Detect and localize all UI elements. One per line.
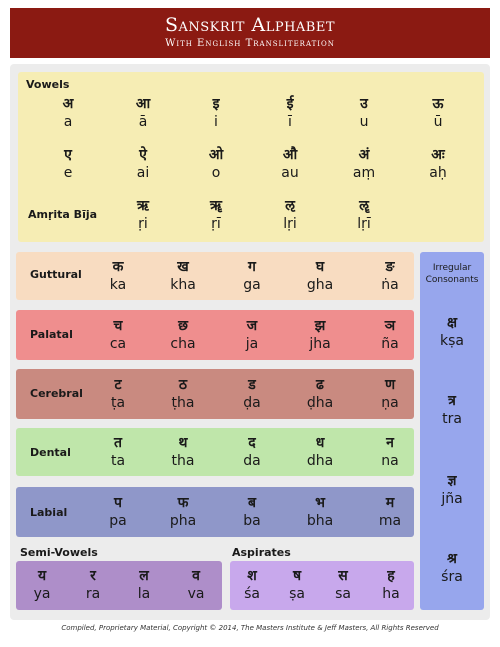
letter-cell: च ca	[109, 318, 127, 352]
page-header: Sanskrit Alphabet With English Translite…	[10, 8, 490, 58]
copyright-footer: Compiled, Proprietary Material, Copyrigh…	[61, 624, 439, 632]
guttural-row	[16, 252, 414, 300]
letter-cell: ज्ञ jña	[441, 473, 463, 507]
vowels-section	[18, 72, 484, 242]
semi-vowels-row	[16, 561, 222, 610]
labial-label: Labial	[30, 506, 68, 519]
letter-cell: ल la	[137, 568, 151, 602]
letter-cell: त्र tra	[442, 393, 462, 427]
letter-cell: ध dha	[306, 435, 334, 469]
letter-cell: छ cha	[170, 318, 196, 352]
letter-cell: ट ṭa	[110, 377, 126, 411]
letter-cell: थ tha	[171, 435, 195, 469]
letter-cell: ण ṇa	[381, 377, 399, 411]
letter-cell: श śa	[244, 568, 260, 602]
letter-cell: अं aṃ	[352, 147, 376, 181]
dental-label: Dental	[30, 446, 71, 459]
letter-cell: प pa	[109, 495, 127, 529]
palatal-label: Palatal	[30, 328, 73, 341]
letter-cell: अः aḥ	[429, 147, 447, 181]
letter-cell: क ka	[109, 259, 127, 293]
semi-vowels-label: Semi-Vowels	[20, 546, 98, 559]
vowels-label: Vowels	[26, 78, 70, 91]
letter-cell: ग ga	[243, 259, 261, 293]
cerebral-row	[16, 369, 414, 419]
letter-cell: झ jha	[309, 318, 331, 352]
letter-cell: ऋ ṛi	[137, 198, 149, 232]
letter-cell: न na	[381, 435, 399, 469]
letter-cell: ज ja	[245, 318, 259, 352]
letter-cell: ऐ ai	[136, 147, 150, 181]
letter-cell: ष ṣa	[289, 568, 305, 602]
letter-cell: घ gha	[306, 259, 334, 293]
page-subtitle: With English Transliteration	[165, 38, 335, 49]
letter-cell: य ya	[33, 568, 51, 602]
letter-cell: व va	[187, 568, 205, 602]
palatal-row	[16, 310, 414, 360]
aspirates-row	[230, 561, 414, 610]
letter-cell: ह ha	[382, 568, 400, 602]
letter-cell: औ au	[281, 147, 299, 181]
letter-cell: ड ḍa	[243, 377, 261, 411]
irregular-consonants-column	[420, 252, 484, 610]
letter-cell: ख kha	[170, 259, 196, 293]
letter-cell: ॠ ṛī	[210, 198, 222, 232]
cerebral-label: Cerebral	[30, 387, 83, 400]
letter-cell: म ma	[378, 495, 402, 529]
letter-cell: भ bha	[306, 495, 334, 529]
letter-cell: श्र śra	[441, 551, 463, 585]
letter-cell: ङ ṅa	[381, 259, 399, 293]
amrita-bija-label: Amṛita Bīja	[28, 208, 98, 221]
guttural-label: Guttural	[30, 268, 82, 281]
letter-cell: ॡ lṛī	[357, 198, 371, 232]
letter-cell: फ pha	[169, 495, 197, 529]
irregular-consonants-label: Irregular Consonants	[425, 263, 479, 285]
letter-cell: त ta	[110, 435, 126, 469]
aspirates-label: Aspirates	[232, 546, 291, 559]
labial-row	[16, 487, 414, 537]
letter-cell: ब ba	[243, 495, 261, 529]
letter-cell: र ra	[85, 568, 101, 602]
letter-cell: ऌ lṛi	[283, 198, 297, 232]
letter-cell: द da	[243, 435, 261, 469]
letter-cell: ञ ña	[381, 318, 399, 352]
letter-cell: ढ ḍha	[306, 377, 334, 411]
letter-cell: क्ष kṣa	[440, 315, 464, 349]
dental-row	[16, 428, 414, 476]
letter-cell: ठ ṭha	[171, 377, 195, 411]
page-title: Sanskrit Alphabet	[164, 14, 336, 36]
letter-cell: स sa	[335, 568, 351, 602]
